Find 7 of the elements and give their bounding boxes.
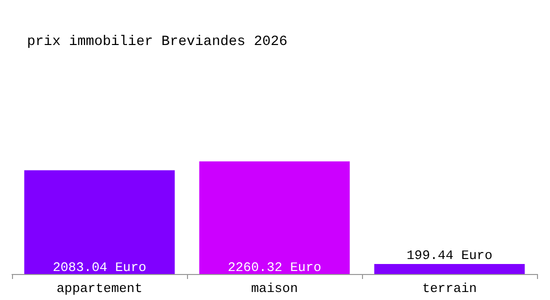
data-label: 199.44 Euro (406, 248, 492, 264)
chart-title: prix immobilier Breviandes 2026 (27, 34, 288, 50)
x-tick-label: maison (251, 281, 298, 296)
data-label: 2260.32 Euro (228, 260, 322, 275)
data-label: 2083.04 Euro (52, 260, 146, 275)
x-tick-label: terrain (422, 281, 477, 296)
x-tick-label: appartement (56, 281, 142, 296)
